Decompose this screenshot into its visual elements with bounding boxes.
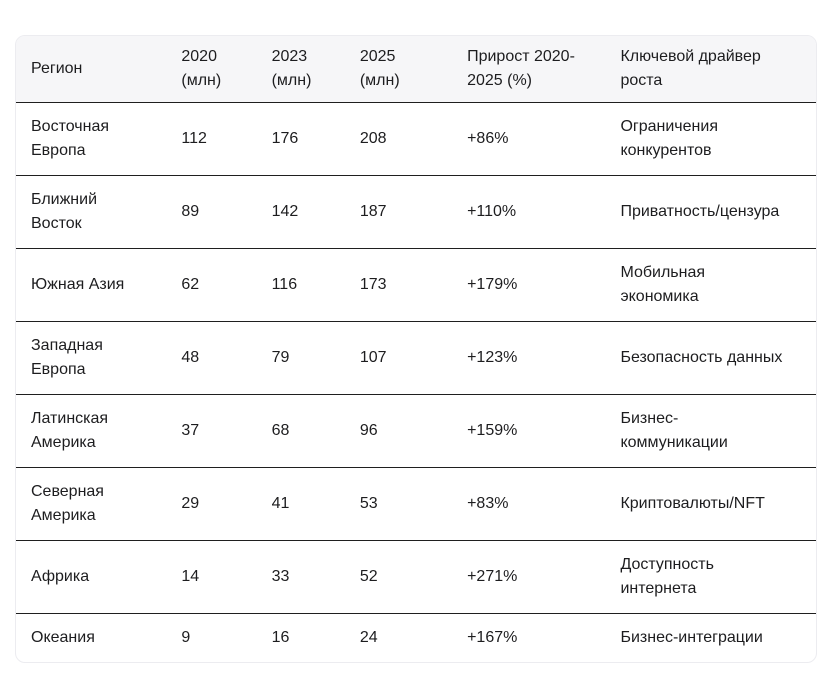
cell-2025: 24 [344, 613, 453, 662]
cell-region: Африка [16, 540, 167, 614]
cell-2023: 79 [256, 321, 345, 395]
column-header-growth: Прирост 2020- 2025 (%) [452, 36, 606, 103]
column-header-2023: 2023 (млн) [256, 36, 345, 103]
cell-driver: Криптовалюты/NFT [605, 467, 816, 541]
table-row: Восточная Европа 112 176 208 +86% Ограни… [16, 102, 816, 176]
table-row: Западная Европа 48 79 107 +123% Безопасн… [16, 321, 816, 395]
cell-driver: Бизнес- коммуникации [605, 394, 816, 468]
cell-driver: Мобильная экономика [605, 248, 816, 322]
table-row: Латинская Америка 37 68 96 +159% Бизнес-… [16, 394, 816, 468]
table-row: Ближний Восток 89 142 187 +110% Приватно… [16, 175, 816, 249]
cell-driver: Безопасность данных [605, 321, 816, 395]
cell-driver: Доступность интернета [605, 540, 816, 614]
cell-2025: 53 [344, 467, 453, 541]
cell-2023: 41 [256, 467, 345, 541]
cell-2020: 37 [166, 394, 257, 468]
cell-2023: 116 [256, 248, 345, 322]
cell-2025: 187 [344, 175, 453, 249]
cell-growth: +86% [452, 102, 606, 176]
cell-2020: 89 [166, 175, 257, 249]
cell-driver: Ограничения конкурентов [605, 102, 816, 176]
column-header-region: Регион [16, 36, 167, 103]
cell-2020: 112 [166, 102, 257, 176]
cell-region: Восточная Европа [16, 102, 167, 176]
column-header-driver: Ключевой драйвер роста [605, 36, 816, 103]
cell-2025: 96 [344, 394, 453, 468]
cell-driver: Бизнес-интеграции [605, 613, 816, 662]
cell-driver: Приватность/цензура [605, 175, 816, 249]
cell-region: Латинская Америка [16, 394, 167, 468]
cell-2025: 173 [344, 248, 453, 322]
column-header-2025: 2025 (млн) [344, 36, 453, 103]
cell-region: Океания [16, 613, 167, 662]
cell-2020: 62 [166, 248, 257, 322]
cell-growth: +110% [452, 175, 606, 249]
cell-region: Ближний Восток [16, 175, 167, 249]
table-row: Южная Азия 62 116 173 +179% Мобильная эк… [16, 248, 816, 322]
cell-2025: 107 [344, 321, 453, 395]
cell-growth: +179% [452, 248, 606, 322]
cell-2020: 14 [166, 540, 257, 614]
table-row: Северная Америка 29 41 53 +83% Криптовал… [16, 467, 816, 541]
cell-region: Западная Европа [16, 321, 167, 395]
header-row: Регион 2020 (млн) 2023 (млн) 2025 (млн) … [16, 36, 816, 103]
table-row: Африка 14 33 52 +271% Доступность интерн… [16, 540, 816, 614]
cell-2025: 208 [344, 102, 453, 176]
cell-2020: 9 [166, 613, 257, 662]
cell-2020: 48 [166, 321, 257, 395]
cell-2023: 142 [256, 175, 345, 249]
cell-growth: +159% [452, 394, 606, 468]
cell-2023: 68 [256, 394, 345, 468]
cell-growth: +271% [452, 540, 606, 614]
cell-2023: 16 [256, 613, 345, 662]
cell-region: Южная Азия [16, 248, 167, 322]
cell-2020: 29 [166, 467, 257, 541]
table-body: Восточная Европа 112 176 208 +86% Ограни… [16, 102, 816, 662]
cell-2023: 176 [256, 102, 345, 176]
cell-growth: +167% [452, 613, 606, 662]
cell-2025: 52 [344, 540, 453, 614]
regions-growth-table: Регион 2020 (млн) 2023 (млн) 2025 (млн) … [16, 36, 816, 662]
cell-growth: +83% [452, 467, 606, 541]
table-row: Океания 9 16 24 +167% Бизнес-интеграции [16, 613, 816, 662]
column-header-2020: 2020 (млн) [166, 36, 257, 103]
cell-region: Северная Америка [16, 467, 167, 541]
cell-growth: +123% [452, 321, 606, 395]
table-header: Регион 2020 (млн) 2023 (млн) 2025 (млн) … [16, 36, 816, 103]
cell-2023: 33 [256, 540, 345, 614]
regions-growth-table-container: Регион 2020 (млн) 2023 (млн) 2025 (млн) … [15, 35, 817, 663]
